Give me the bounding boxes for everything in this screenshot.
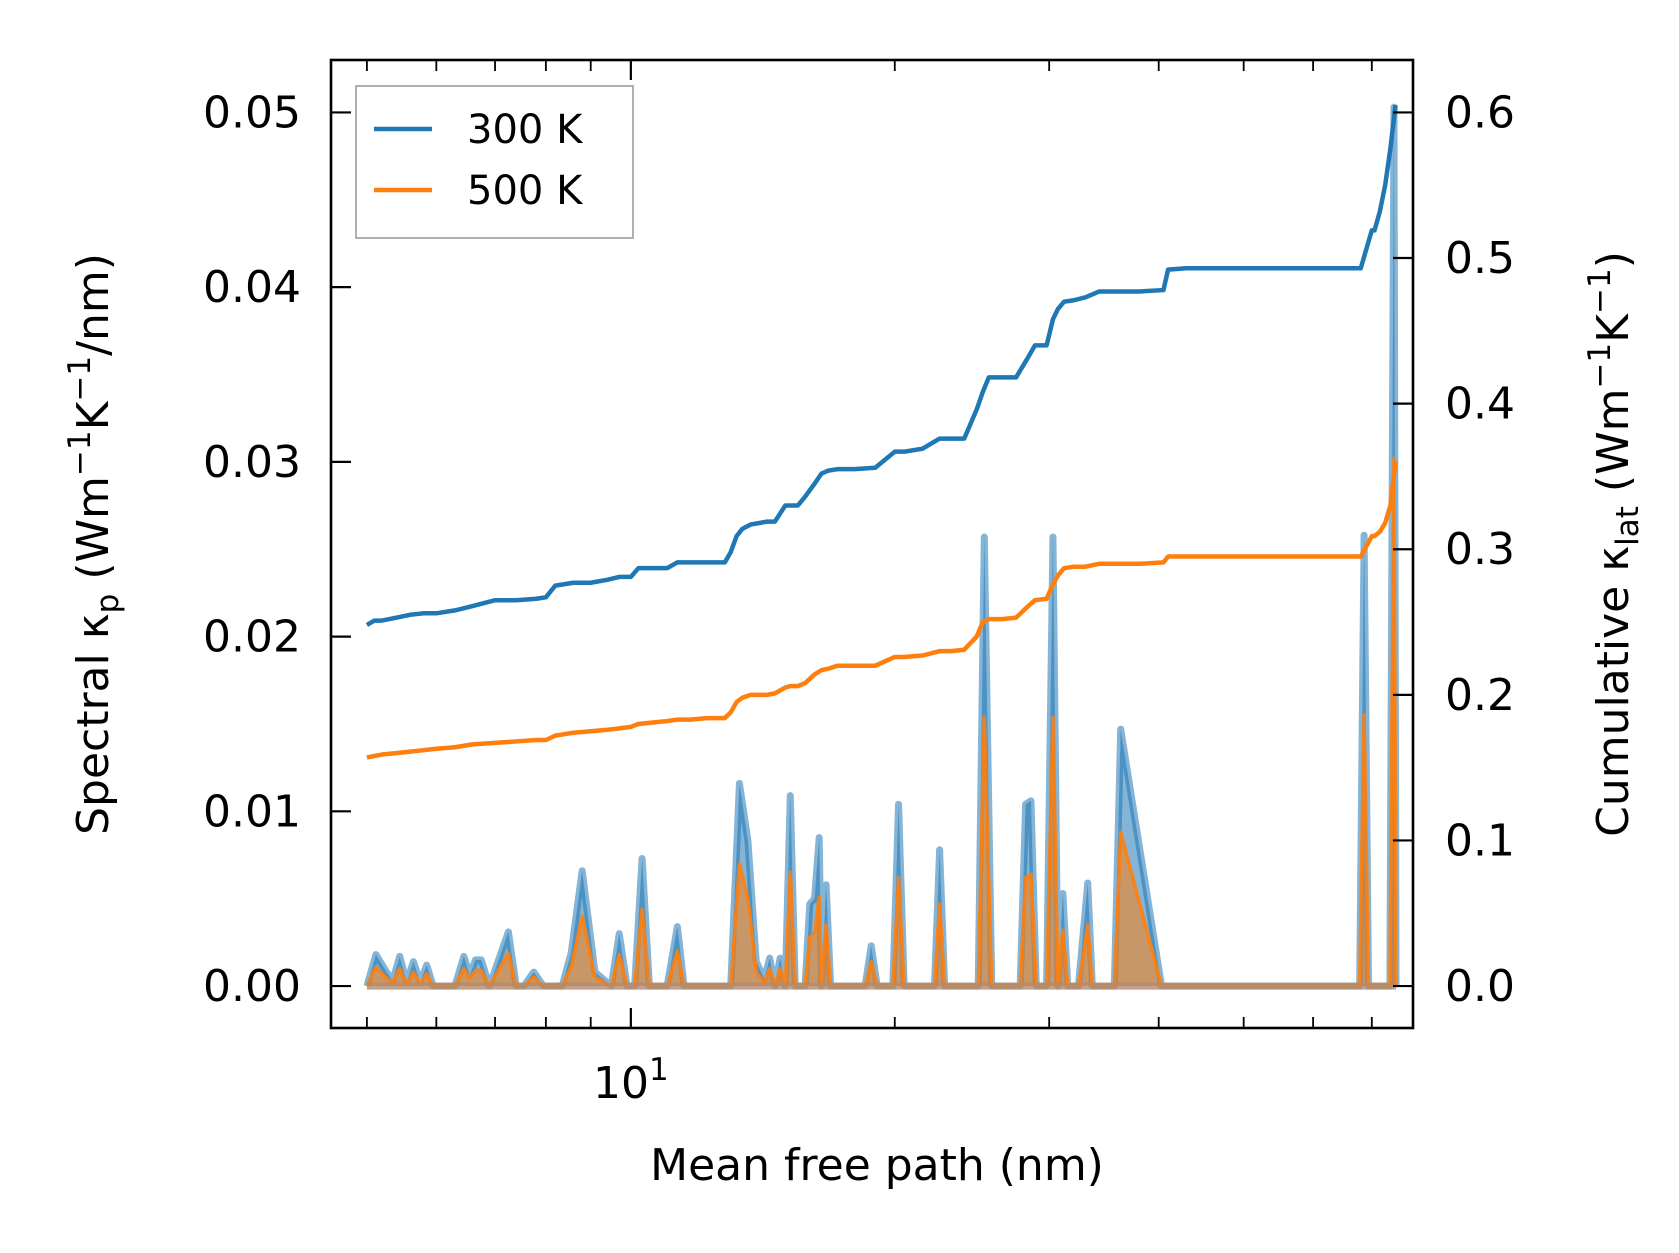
cumulative-300k-line xyxy=(365,104,1398,627)
y-left-tick-label: 0.05 xyxy=(203,87,301,138)
spectral-300k-area xyxy=(366,107,1397,987)
plot-frame xyxy=(329,58,1415,1030)
y-right-tick-label: 0.5 xyxy=(1445,233,1515,284)
legend-label: 300 K xyxy=(467,107,584,153)
y-right-axis-title: Cumulative κlat (Wm−1K−1) xyxy=(1582,251,1646,837)
spectral-500k-area xyxy=(366,458,1397,987)
y-left-axis-title: Spectral κp (Wm−1K−1/nm) xyxy=(62,253,126,835)
y-left-tick-label: 0.01 xyxy=(203,786,301,837)
y-right-tick-label: 0.0 xyxy=(1445,961,1515,1012)
x-tick-label: 101 xyxy=(593,1052,669,1109)
legend: 300 K 500 K xyxy=(355,85,634,239)
plot-inner xyxy=(363,103,1400,990)
spectral-500k-line xyxy=(365,456,1398,988)
y-left-tick-label: 0.04 xyxy=(203,262,301,313)
y-right-tick-label: 0.1 xyxy=(1445,815,1515,866)
y-right-tick-label: 0.2 xyxy=(1445,670,1515,721)
y-right-tick-label: 0.4 xyxy=(1445,379,1515,430)
y-left-tick-label: 0.00 xyxy=(203,961,301,1012)
y-left-tick-label: 0.02 xyxy=(203,612,301,663)
axes: 0.00 0.01 0.02 0.03 0.04 0.05 0.0 0.1 0.2 0.3 0.4 0… xyxy=(62,58,1646,1191)
spectral-300k-line xyxy=(363,103,1400,990)
plot-area xyxy=(363,103,1400,990)
legend-label: 500 K xyxy=(467,168,584,214)
y-left-tick-label: 0.03 xyxy=(203,437,301,488)
x-axis-title: Mean free path (nm) xyxy=(650,1140,1104,1191)
y-right-tick-label: 0.6 xyxy=(1445,87,1515,138)
legend-box xyxy=(355,85,634,239)
cumulative-500k-line xyxy=(366,461,1398,760)
y-right-tick-label: 0.3 xyxy=(1445,524,1515,575)
